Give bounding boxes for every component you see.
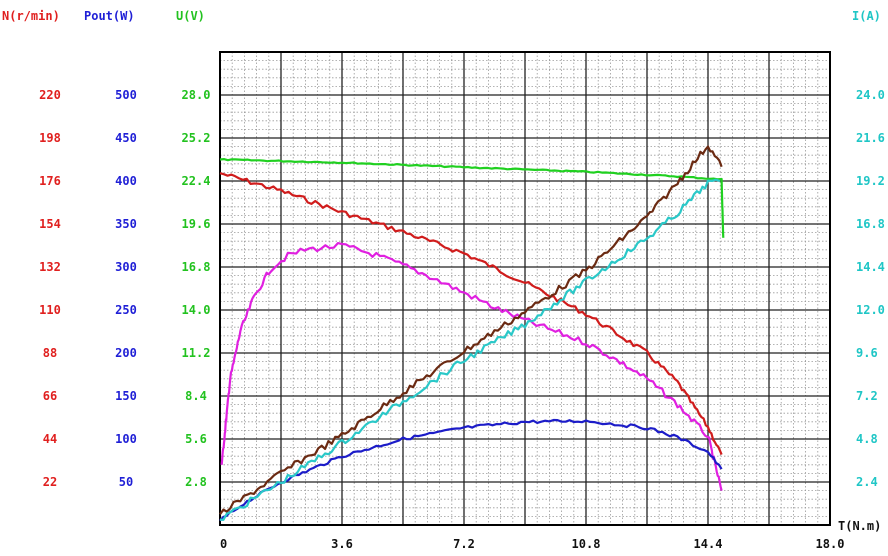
ytick-pout: 350 (115, 217, 137, 231)
ytick-i: 21.6 (856, 131, 885, 145)
ytick-i: 16.8 (856, 217, 885, 231)
ytick-pout: 250 (115, 303, 137, 317)
series-line-speed (219, 172, 723, 456)
ytick-pout: 500 (115, 88, 137, 102)
series-line-voltage (219, 158, 725, 238)
ytick-u: 22.4 (182, 174, 211, 188)
axis-title-n: N(r/min) (2, 9, 60, 23)
ytick-i: 7.2 (856, 389, 878, 403)
ytick-n: 154 (39, 217, 61, 231)
ytick-n: 22 (43, 475, 57, 489)
ytick-pout: 100 (115, 432, 137, 446)
ytick-pout: 50 (119, 475, 133, 489)
series-line-current_a (219, 145, 723, 515)
grid (220, 52, 830, 525)
ytick-pout: 400 (115, 174, 137, 188)
ytick-u: 19.6 (182, 217, 211, 231)
ytick-pout: 300 (115, 260, 137, 274)
axis-title-pout: Pout(W) (84, 9, 135, 23)
xtick: 7.2 (453, 537, 475, 551)
series-line-efficiency (220, 242, 723, 491)
ytick-u: 2.8 (185, 475, 207, 489)
x-axis-title: T(N.m) (838, 519, 881, 533)
axes (219, 51, 831, 526)
xtick: 3.6 (331, 537, 353, 551)
ytick-n: 220 (39, 88, 61, 102)
ytick-n: 176 (39, 174, 61, 188)
ytick-u: 8.4 (185, 389, 207, 403)
ytick-pout: 200 (115, 346, 137, 360)
ytick-i: 12.0 (856, 303, 885, 317)
plot-frame (219, 51, 831, 526)
ytick-n: 132 (39, 260, 61, 274)
xtick: 18.0 (816, 537, 845, 551)
ytick-u: 16.8 (182, 260, 211, 274)
ytick-pout: 150 (115, 389, 137, 403)
ytick-i: 2.4 (856, 475, 878, 489)
ytick-u: 11.2 (182, 346, 211, 360)
ytick-u: 14.0 (182, 303, 211, 317)
ytick-i: 24.0 (856, 88, 885, 102)
ytick-i: 19.2 (856, 174, 885, 188)
xtick: 10.8 (572, 537, 601, 551)
ytick-i: 9.6 (856, 346, 878, 360)
ytick-u: 28.0 (182, 88, 211, 102)
ytick-u: 25.2 (182, 131, 211, 145)
ytick-u: 5.6 (185, 432, 207, 446)
xtick: 14.4 (694, 537, 723, 551)
series-group (219, 145, 725, 522)
ytick-n: 66 (43, 389, 57, 403)
labels: 22 44 66 88 110 132 154 176 198 220 50 100 150 200 250… (2, 9, 885, 551)
series-line-current_b (219, 178, 721, 521)
ytick-n: 44 (43, 432, 57, 446)
ytick-pout: 450 (115, 131, 137, 145)
xtick: 0 (220, 537, 227, 551)
ytick-i: 14.4 (856, 260, 885, 274)
axis-title-u: U(V) (176, 9, 205, 23)
ytick-n: 110 (39, 303, 61, 317)
ytick-i: 4.8 (856, 432, 878, 446)
axis-title-i: I(A) (852, 9, 881, 23)
ytick-n: 88 (43, 346, 57, 360)
ytick-n: 198 (39, 131, 61, 145)
